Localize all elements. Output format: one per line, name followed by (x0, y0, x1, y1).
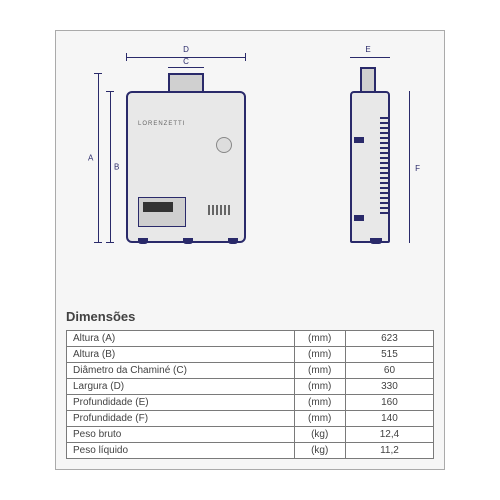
spec-label: Peso bruto (67, 427, 295, 443)
table-row: Peso bruto(kg)12,4 (67, 427, 434, 443)
spec-value: 515 (345, 347, 433, 363)
logo-icon (216, 137, 232, 153)
grille-icon (208, 205, 232, 215)
table-row: Altura (B)(mm)515 (67, 347, 434, 363)
dimensions-section: Dimensões Altura (A)(mm)623Altura (B)(mm… (66, 309, 434, 459)
spec-value: 623 (345, 331, 433, 347)
spec-value: 11,2 (345, 443, 433, 459)
spec-value: 330 (345, 379, 433, 395)
dim-depth-F: F (398, 91, 416, 243)
spec-unit: (kg) (294, 427, 345, 443)
heater-body-side (350, 91, 390, 243)
side-view (340, 73, 396, 243)
spec-unit: (mm) (294, 411, 345, 427)
technical-drawing: D C A B LORENZETTI (56, 31, 444, 286)
brand-label: LORENZETTI (138, 121, 185, 127)
spec-label: Largura (D) (67, 379, 295, 395)
spec-unit: (mm) (294, 331, 345, 347)
spec-value: 140 (345, 411, 433, 427)
dim-label-D: D (183, 45, 189, 54)
table-row: Peso líquido(kg)11,2 (67, 443, 434, 459)
table-row: Altura (A)(mm)623 (67, 331, 434, 347)
spec-value: 60 (345, 363, 433, 379)
vent-slots-icon (380, 117, 390, 217)
control-panel-icon (138, 197, 186, 227)
spec-value: 12,4 (345, 427, 433, 443)
spec-value: 160 (345, 395, 433, 411)
side-foot-icon (370, 238, 382, 244)
table-row: Profundidade (F)(mm)140 (67, 411, 434, 427)
section-title: Dimensões (66, 309, 434, 324)
heater-body-front: LORENZETTI (126, 91, 246, 243)
table-row: Diâmetro da Chaminé (C)(mm)60 (67, 363, 434, 379)
dim-height-AB: A B (92, 73, 120, 243)
side-chimney-icon (360, 67, 376, 93)
bracket-icon (354, 137, 364, 143)
spec-unit: (mm) (294, 379, 345, 395)
chimney-icon (168, 73, 204, 93)
spec-unit: (mm) (294, 347, 345, 363)
spec-label: Altura (A) (67, 331, 295, 347)
table-row: Largura (D)(mm)330 (67, 379, 434, 395)
spec-label: Profundidade (E) (67, 395, 295, 411)
feet-icon (138, 238, 238, 244)
spec-label: Profundidade (F) (67, 411, 295, 427)
spec-label: Diâmetro da Chaminé (C) (67, 363, 295, 379)
spec-sheet: D C A B LORENZETTI (55, 30, 445, 470)
dim-label-E: E (365, 45, 370, 54)
spec-label: Peso líquido (67, 443, 295, 459)
front-view: LORENZETTI (126, 73, 246, 243)
dimensions-table: Altura (A)(mm)623Altura (B)(mm)515Diâmet… (66, 330, 434, 459)
dim-label-F: F (415, 164, 420, 173)
bracket-icon (354, 215, 364, 221)
spec-unit: (kg) (294, 443, 345, 459)
spec-unit: (mm) (294, 395, 345, 411)
dim-label-C: C (183, 57, 189, 66)
spec-unit: (mm) (294, 363, 345, 379)
dim-label-A: A (88, 154, 93, 163)
table-row: Profundidade (E)(mm)160 (67, 395, 434, 411)
dim-label-B: B (114, 162, 119, 171)
spec-label: Altura (B) (67, 347, 295, 363)
